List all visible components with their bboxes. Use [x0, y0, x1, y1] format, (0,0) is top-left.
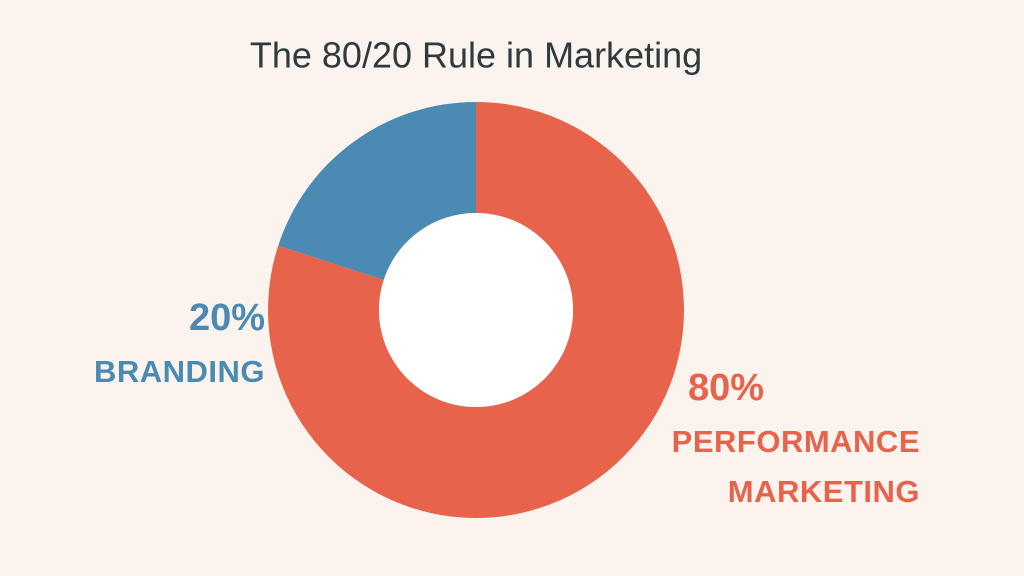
donut-segment — [268, 102, 685, 519]
donut-segment — [278, 102, 476, 281]
donut-hole — [379, 213, 573, 407]
value-label: 20% — [188, 297, 265, 339]
chart-title: The 80/20 Rule in Marketing — [250, 35, 702, 76]
category-label: BRANDING — [93, 354, 265, 389]
value-label: 80% — [688, 367, 765, 409]
donut — [268, 102, 685, 519]
performance-label: 80% PERFORMANCE MARKETING — [640, 360, 920, 516]
branding-label: 20% BRANDING — [40, 290, 265, 397]
category-label: PERFORMANCE MARKETING — [671, 424, 920, 509]
